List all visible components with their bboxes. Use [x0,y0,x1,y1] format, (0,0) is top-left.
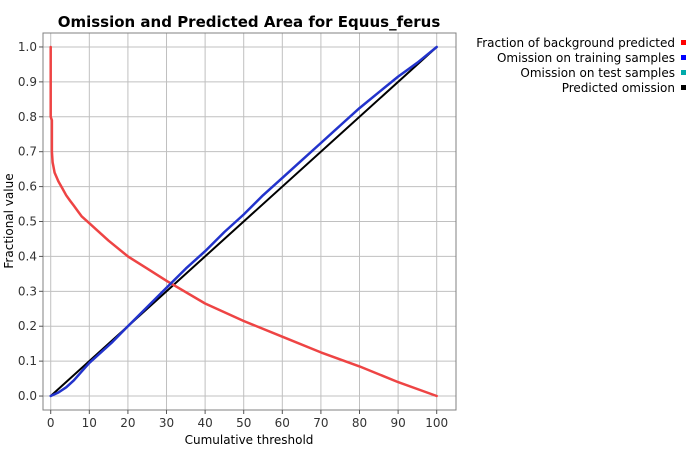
legend-entry-label: Fraction of background predicted [476,36,675,50]
legend-entry-label: Omission on test samples [520,66,675,80]
x-tick-label: 40 [197,416,212,430]
x-tick-label: 80 [352,416,367,430]
legend-entry-label: Predicted omission [562,81,675,95]
series-layer [49,45,438,398]
legend-swatch [681,55,686,60]
legend-swatch [681,85,686,90]
x-tick-label: 0 [47,416,55,430]
y-tick-label: 1.0 [18,40,37,54]
y-axis: 0.0 0.1 0.2 0.3 0.4 0.5 0.6 0.7 0.8 0.9 1.0 [18,40,43,403]
x-tick-label: 30 [159,416,174,430]
y-tick-label: 0.7 [18,145,37,159]
legend: Fraction of background predictedOmission… [476,36,686,95]
legend-swatch [681,40,686,45]
legend-entry-label: Omission on training samples [497,51,675,65]
y-tick-label: 0.8 [18,110,37,124]
x-tick-label: 100 [425,416,448,430]
x-tick-label: 10 [82,416,97,430]
series-line-0 [49,45,438,398]
y-tick-label: 0.4 [18,249,37,263]
y-tick-label: 0.6 [18,180,37,194]
x-tick-label: 60 [275,416,290,430]
series-line-1 [49,45,438,398]
y-tick-label: 0.0 [18,389,37,403]
y-tick-label: 0.5 [18,215,37,229]
y-tick-label: 0.2 [18,319,37,333]
y-tick-label: 0.1 [18,354,37,368]
y-tick-label: 0.9 [18,75,37,89]
x-tick-label: 70 [313,416,328,430]
x-tick-label: 20 [120,416,135,430]
x-tick-label: 90 [390,416,405,430]
legend-swatch [681,70,686,75]
x-axis: 0 10 20 30 40 50 60 70 80 90 100 [47,410,448,430]
y-axis-label: Fractional value [2,173,16,268]
x-tick-label: 50 [236,416,251,430]
y-tick-label: 0.3 [18,284,37,298]
x-axis-label: Cumulative threshold [185,433,314,447]
grid [42,32,457,411]
chart-title: Omission and Predicted Area for Equus_fe… [58,13,441,31]
